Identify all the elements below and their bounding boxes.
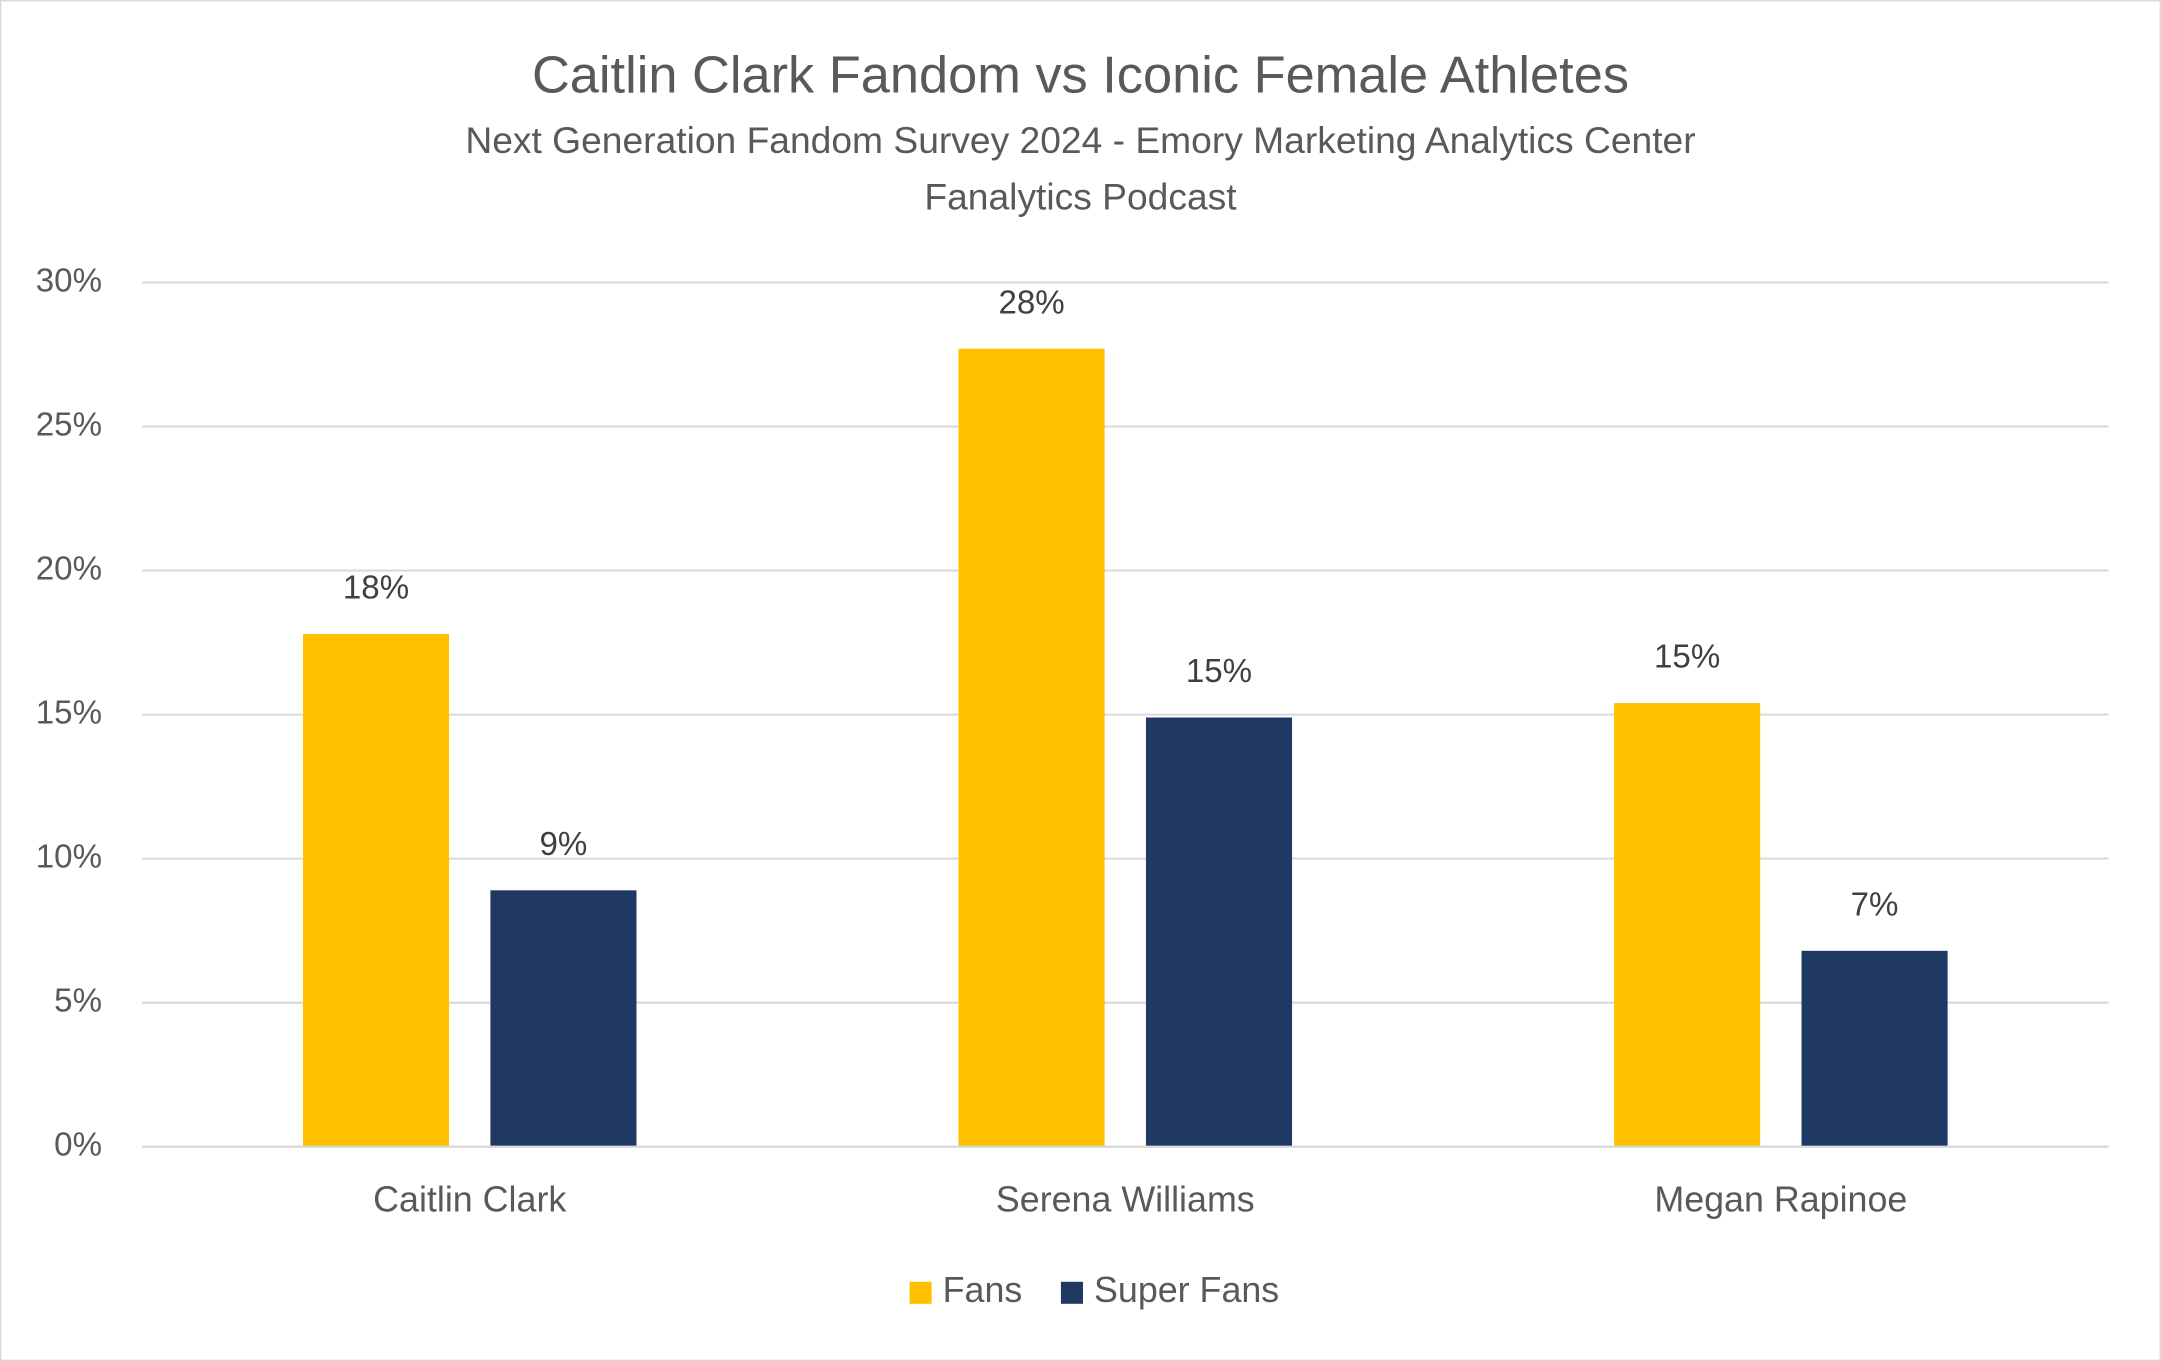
y-tick-label: 25% [36, 406, 102, 443]
value-label: 15% [1186, 653, 1252, 690]
legend-label: Super Fans [1094, 1270, 1279, 1310]
value-label: 7% [1851, 886, 1899, 923]
legend-label: Fans [943, 1270, 1023, 1310]
chart-subtitle: Fanalytics Podcast [924, 176, 1237, 218]
y-tick-label: 10% [36, 838, 102, 875]
x-tick-label: Megan Rapinoe [1654, 1179, 1907, 1219]
chart-title: Caitlin Clark Fandom vs Iconic Female At… [532, 46, 1629, 104]
y-tick-label: 0% [54, 1126, 102, 1163]
y-tick-label: 5% [54, 982, 102, 1019]
y-tick-label: 20% [36, 550, 102, 587]
value-label: 9% [540, 826, 588, 863]
y-tick-label: 15% [36, 694, 102, 731]
bar [1145, 717, 1293, 1147]
bar [490, 890, 637, 1147]
value-label: 15% [1654, 639, 1720, 676]
legend-swatch [909, 1281, 932, 1304]
bar [958, 348, 1105, 1147]
x-tick-label: Caitlin Clark [373, 1179, 566, 1219]
chart-subtitle: Next Generation Fandom Survey 2024 - Emo… [465, 119, 1695, 161]
bar [302, 633, 450, 1147]
y-tick-label: 30% [36, 262, 102, 299]
value-label: 28% [998, 284, 1064, 321]
value-label: 18% [343, 570, 409, 607]
bar [1801, 950, 1948, 1147]
bar [1614, 703, 1761, 1147]
legend-swatch [1060, 1281, 1083, 1304]
x-tick-label: Serena Williams [996, 1179, 1255, 1219]
